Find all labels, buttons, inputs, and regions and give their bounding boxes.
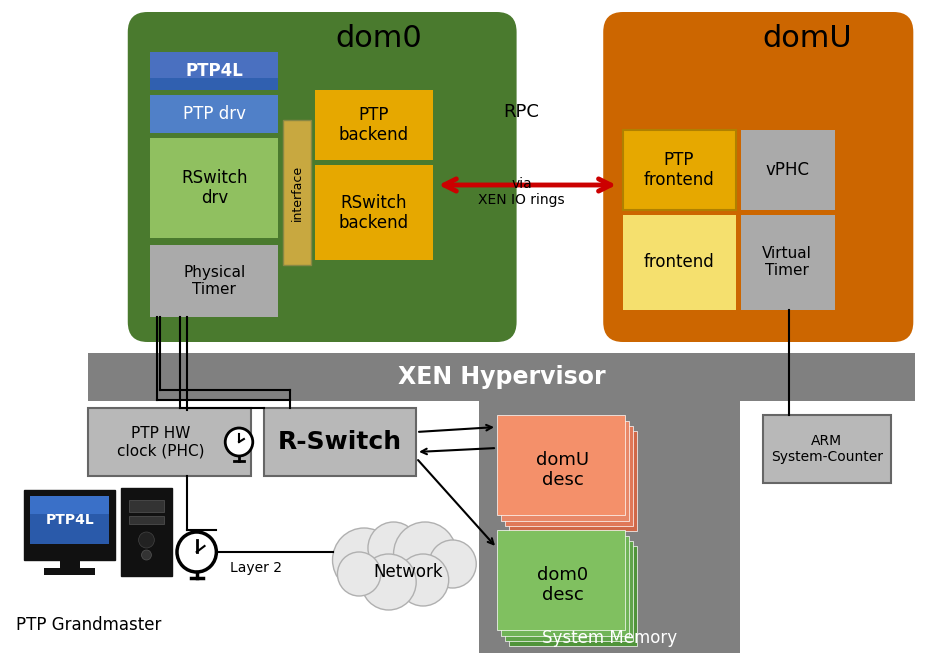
FancyBboxPatch shape xyxy=(150,78,278,90)
FancyBboxPatch shape xyxy=(121,488,172,576)
Text: RPC: RPC xyxy=(504,103,539,121)
FancyBboxPatch shape xyxy=(501,421,629,521)
FancyBboxPatch shape xyxy=(150,95,278,133)
FancyBboxPatch shape xyxy=(89,353,915,401)
Text: vPHC: vPHC xyxy=(765,161,809,179)
Text: R-Switch: R-Switch xyxy=(277,430,401,454)
FancyBboxPatch shape xyxy=(44,568,95,575)
FancyBboxPatch shape xyxy=(762,415,891,483)
FancyBboxPatch shape xyxy=(129,516,164,524)
FancyBboxPatch shape xyxy=(508,431,636,531)
Text: PTP
backend: PTP backend xyxy=(339,106,409,145)
FancyBboxPatch shape xyxy=(30,496,109,514)
Text: dom0
desc: dom0 desc xyxy=(537,565,589,604)
Circle shape xyxy=(177,532,216,572)
Circle shape xyxy=(225,428,253,456)
Text: XEN Hypervisor: XEN Hypervisor xyxy=(398,365,606,389)
Text: Virtual
Timer: Virtual Timer xyxy=(762,246,813,278)
Text: ARM
System-Counter: ARM System-Counter xyxy=(771,434,883,464)
FancyBboxPatch shape xyxy=(150,138,278,238)
Circle shape xyxy=(397,554,449,606)
FancyBboxPatch shape xyxy=(129,500,164,512)
FancyBboxPatch shape xyxy=(604,12,913,342)
Circle shape xyxy=(338,552,381,596)
FancyBboxPatch shape xyxy=(150,52,278,90)
Text: Physical
Timer: Physical Timer xyxy=(183,265,245,297)
Text: PTP
frontend: PTP frontend xyxy=(644,151,715,189)
FancyBboxPatch shape xyxy=(508,546,636,646)
Text: PTP drv: PTP drv xyxy=(183,105,246,123)
FancyBboxPatch shape xyxy=(501,536,629,636)
FancyBboxPatch shape xyxy=(314,165,433,260)
FancyBboxPatch shape xyxy=(314,90,433,160)
Circle shape xyxy=(429,540,476,588)
Text: Network: Network xyxy=(373,563,443,581)
Text: RSwitch
drv: RSwitch drv xyxy=(181,169,247,207)
FancyBboxPatch shape xyxy=(60,560,79,568)
FancyBboxPatch shape xyxy=(497,415,625,515)
FancyBboxPatch shape xyxy=(24,490,115,560)
Text: PTP Grandmaster: PTP Grandmaster xyxy=(16,616,161,634)
FancyBboxPatch shape xyxy=(480,398,740,653)
Text: via
XEN IO rings: via XEN IO rings xyxy=(479,177,564,207)
FancyBboxPatch shape xyxy=(505,426,633,526)
Text: RSwitch
backend: RSwitch backend xyxy=(339,193,409,232)
FancyBboxPatch shape xyxy=(264,408,416,476)
FancyBboxPatch shape xyxy=(623,130,736,210)
FancyBboxPatch shape xyxy=(30,496,109,544)
FancyBboxPatch shape xyxy=(623,215,736,310)
Text: PTP4L: PTP4L xyxy=(186,62,244,80)
FancyBboxPatch shape xyxy=(128,12,517,342)
Circle shape xyxy=(139,532,154,548)
FancyBboxPatch shape xyxy=(505,541,633,641)
Text: PTP4L: PTP4L xyxy=(46,513,94,527)
Circle shape xyxy=(368,522,419,574)
FancyBboxPatch shape xyxy=(89,408,251,476)
Text: frontend: frontend xyxy=(644,253,715,271)
Text: PTP HW
clock (PHC): PTP HW clock (PHC) xyxy=(117,425,204,458)
Circle shape xyxy=(361,554,416,610)
Text: interface: interface xyxy=(290,165,303,221)
FancyBboxPatch shape xyxy=(741,130,834,210)
Circle shape xyxy=(142,550,151,560)
FancyBboxPatch shape xyxy=(150,245,278,317)
Text: domU: domU xyxy=(762,23,852,52)
Circle shape xyxy=(332,528,396,592)
Text: Layer 2: Layer 2 xyxy=(230,561,282,575)
Text: dom0: dom0 xyxy=(335,23,422,52)
FancyBboxPatch shape xyxy=(284,120,311,265)
Text: System Memory: System Memory xyxy=(541,629,676,647)
Text: domU
desc: domU desc xyxy=(536,451,590,490)
FancyBboxPatch shape xyxy=(741,215,834,310)
Circle shape xyxy=(394,522,456,586)
FancyBboxPatch shape xyxy=(497,530,625,630)
